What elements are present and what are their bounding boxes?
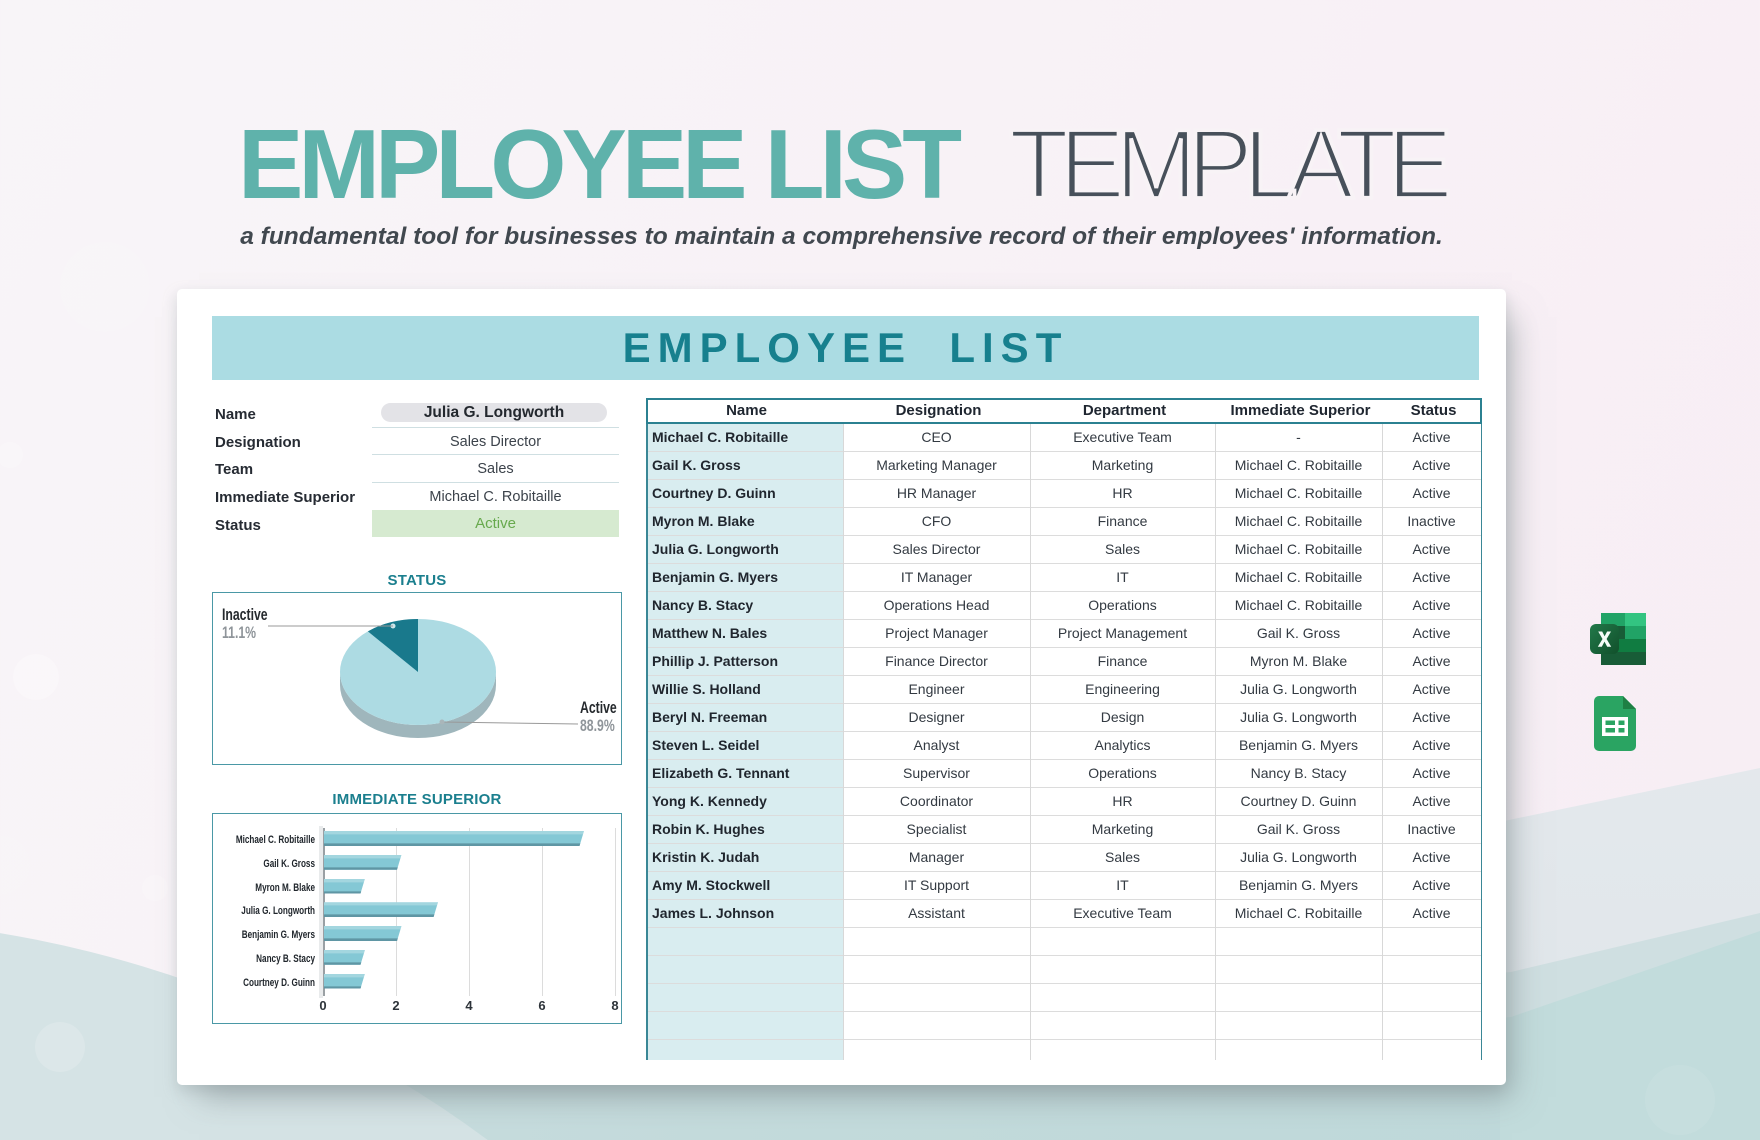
svg-text:TEMPLATE: TEMPLATE — [1009, 109, 1449, 219]
